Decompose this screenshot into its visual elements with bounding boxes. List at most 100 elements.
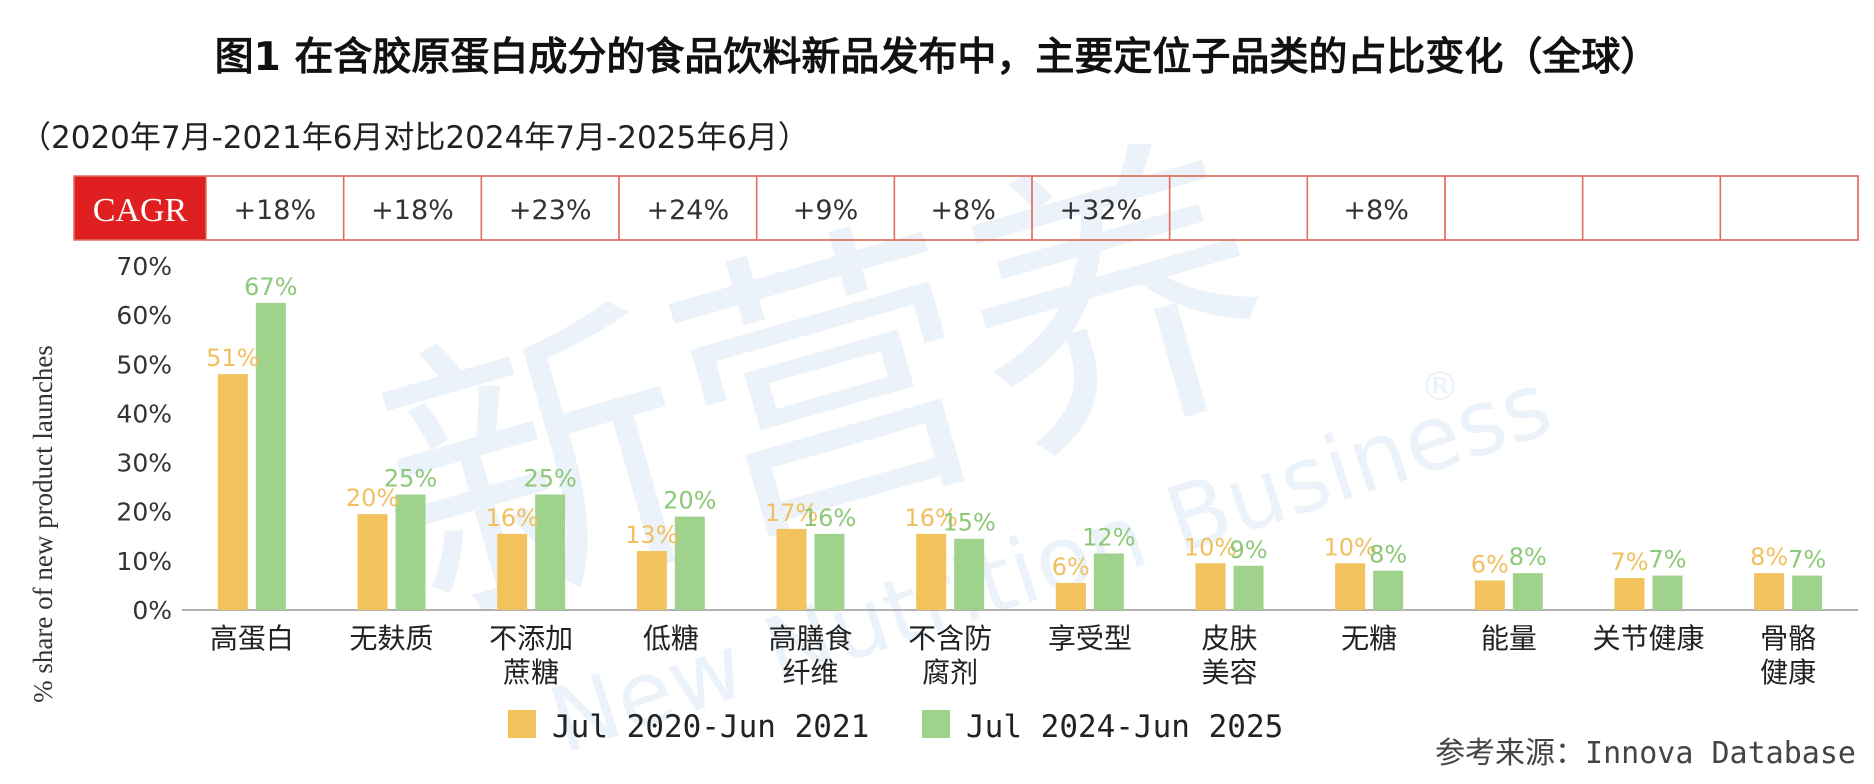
y-tick-label: 40% <box>116 399 172 428</box>
cagr-label-cell <box>74 176 206 240</box>
bar-1 <box>217 374 248 610</box>
value-label-1: 17% <box>765 499 818 527</box>
cagr-value: +18% <box>234 195 317 226</box>
value-label-1: 6% <box>1471 551 1509 579</box>
bar-2 <box>814 533 845 610</box>
bar-2 <box>1233 565 1264 610</box>
cagr-value: +23% <box>509 195 592 226</box>
value-label-2: 9% <box>1229 536 1267 564</box>
value-label-2: 25% <box>523 465 576 493</box>
cagr-value: +24% <box>647 195 730 226</box>
value-label-1: 6% <box>1052 553 1090 581</box>
cagr-value: +18% <box>371 195 454 226</box>
cagr-cell <box>1719 175 1859 241</box>
value-label-2: 7% <box>1788 546 1826 574</box>
chart-title: 图1 在含胶原蛋白成分的食品饮料新品发布中，主要定位子品类的占比变化（全球） <box>214 35 1660 80</box>
category-label: 低糖 <box>643 622 699 655</box>
value-label-2: 15% <box>942 509 995 537</box>
category-label: 关节健康 <box>1592 622 1704 655</box>
y-tick-label: 70% <box>116 252 172 281</box>
bar-2 <box>1792 575 1823 610</box>
legend-label-2: Jul 2024-Jun 2025 <box>966 709 1283 745</box>
value-label-1: 7% <box>1610 548 1648 576</box>
cagr-cell <box>1581 175 1722 241</box>
source-note: 参考来源：Innova Database <box>1435 736 1856 771</box>
cagr-cell <box>1444 175 1584 241</box>
category-label: 骨骼 <box>1760 622 1816 655</box>
y-axis-label: % share of new product launches <box>28 345 58 703</box>
category-label: 不含防 <box>908 622 992 655</box>
value-label-1: 10% <box>1323 533 1376 561</box>
value-label-2: 7% <box>1648 546 1686 574</box>
bars <box>217 302 1823 610</box>
bar-1 <box>497 533 528 610</box>
category-label: 无麸质 <box>349 622 433 655</box>
bar-1 <box>1754 573 1785 610</box>
category-label: 不添加 <box>489 622 573 655</box>
category-label: 能量 <box>1481 622 1537 655</box>
axes: 0% 10% 20% 30% 40% 50% 60% 70% <box>116 252 1858 625</box>
value-label-1: 20% <box>346 484 399 512</box>
bar-1 <box>1614 578 1645 610</box>
category-label: 腐剂 <box>922 656 978 689</box>
cagr-value: +8% <box>1343 195 1408 226</box>
cagr-row-border <box>73 175 1859 241</box>
value-label-1: 10% <box>1184 533 1237 561</box>
bar-2 <box>535 494 566 610</box>
category-label: 皮肤 <box>1201 622 1257 655</box>
bar-2 <box>395 494 426 610</box>
bar-1 <box>1055 582 1086 610</box>
y-tick-label: 0% <box>132 596 172 625</box>
bar-1 <box>916 533 947 610</box>
cagr-value: +9% <box>793 195 858 226</box>
value-label-1: 8% <box>1750 543 1788 571</box>
category-label: 蔗糖 <box>503 656 559 689</box>
cagr-value: +8% <box>930 195 995 226</box>
category-label: 美容 <box>1201 656 1257 689</box>
y-tick-label: 30% <box>116 449 172 478</box>
legend-swatch-2 <box>922 710 950 738</box>
value-label-2: 8% <box>1509 543 1547 571</box>
bar-2 <box>255 302 286 610</box>
value-label-2: 25% <box>384 465 437 493</box>
category-label: 享受型 <box>1048 622 1132 655</box>
value-labels: 51%67%20%25%16%25%13%20% 17%16% 16%15%6%12… <box>206 273 1826 581</box>
value-label-1: 16% <box>904 504 957 532</box>
value-label-2: 67% <box>244 273 297 301</box>
cagr-row: CAGR +18% +18% +23% +24% +9% +8% +32% +8% <box>73 175 1859 241</box>
value-label-2: 8% <box>1369 541 1407 569</box>
legend-label-1: Jul 2020-Jun 2021 <box>552 709 869 745</box>
bar-1 <box>1335 563 1366 610</box>
bar-2 <box>1093 553 1124 610</box>
bar-2 <box>954 538 985 610</box>
category-label: 高蛋白 <box>210 622 294 655</box>
value-label-1: 51% <box>206 344 259 372</box>
legend: Jul 2020-Jun 2021 Jul 2024-Jun 2025 <box>508 709 1283 745</box>
value-label-2: 20% <box>663 487 716 515</box>
bar-1 <box>357 514 388 610</box>
bar-1 <box>636 551 667 610</box>
cagr-label: CAGR <box>93 192 188 229</box>
bar-1 <box>1474 580 1505 610</box>
y-tick-label: 10% <box>116 547 172 576</box>
category-label: 健康 <box>1760 656 1816 689</box>
bar-1 <box>776 528 807 610</box>
category-label: 高膳食 <box>768 622 852 655</box>
value-label-1: 13% <box>625 521 678 549</box>
value-label-1: 16% <box>485 504 538 532</box>
bar-2 <box>1512 573 1543 610</box>
watermark-mark: ® <box>1420 364 1460 410</box>
cagr-value: +32% <box>1060 195 1143 226</box>
value-label-2: 12% <box>1082 523 1135 551</box>
y-tick-label: 60% <box>116 301 172 330</box>
category-label: 无糖 <box>1341 622 1397 655</box>
chart-subtitle: （2020年7月-2021年6月对比2024年7月-2025年6月） <box>20 120 809 156</box>
value-label-2: 16% <box>803 504 856 532</box>
bar-1 <box>1195 563 1226 610</box>
bar-2 <box>1652 575 1683 610</box>
bar-2 <box>1373 570 1404 610</box>
y-tick-label: 50% <box>116 350 172 379</box>
legend-swatch-1 <box>508 710 536 738</box>
